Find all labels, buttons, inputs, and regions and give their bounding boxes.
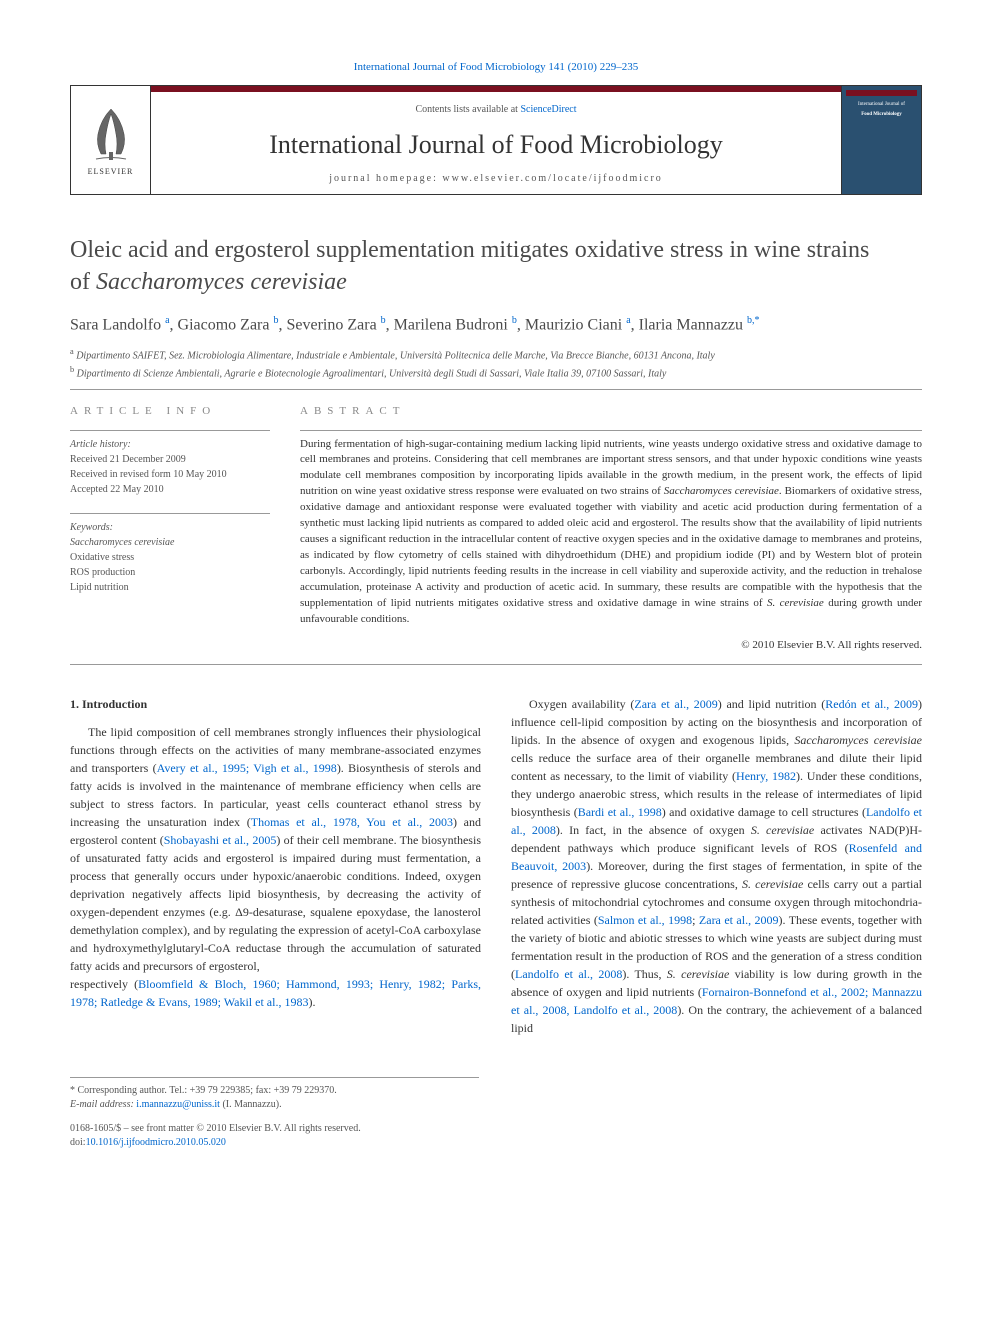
affiliation-a: Dipartimento SAIFET, Sez. Microbiologia … [76, 351, 715, 362]
p3r2[interactable]: Redón et al., 2009 [825, 697, 918, 711]
info-abstract-row: ARTICLE INFO Article history: Received 2… [70, 404, 922, 654]
article-history: Article history: Received 21 December 20… [70, 430, 270, 497]
keyword-2: Oxidative stress [70, 552, 134, 563]
author-3-sup[interactable]: b [381, 315, 386, 326]
p3a: Oxygen availability ( [529, 697, 634, 711]
rule-2 [70, 664, 922, 665]
p3i1: Saccharomyces cerevisiae [794, 733, 922, 747]
elsevier-tree-icon [86, 104, 136, 164]
p3k: ; [692, 913, 699, 927]
journal-header: ELSEVIER Contents lists available at Sci… [70, 85, 922, 195]
journal-citation[interactable]: International Journal of Food Microbiolo… [70, 60, 922, 75]
body-columns: 1. Introduction The lipid composition of… [70, 695, 922, 1037]
affiliation-b: Dipartimento di Scienze Ambientali, Agra… [77, 368, 667, 379]
issn-line: 0168-1605/$ – see front matter © 2010 El… [70, 1123, 361, 1134]
rule-1 [70, 389, 922, 390]
cover-label-2: Food Microbiology [861, 112, 902, 118]
homepage-url[interactable]: www.elsevier.com/locate/ijfoodmicro [442, 173, 662, 184]
author-2: Giacomo Zara [178, 316, 270, 333]
title-line2-prefix: of [70, 269, 96, 295]
copyright: © 2010 Elsevier B.V. All rights reserved… [300, 638, 922, 654]
footnote-email-label: E-mail address: [70, 1099, 136, 1110]
affiliations: a Dipartimento SAIFET, Sez. Microbiologi… [70, 346, 922, 381]
p3i3: S. cerevisiae [742, 877, 803, 891]
p3r3[interactable]: Henry, 1982 [736, 769, 796, 783]
doi-label: doi: [70, 1137, 86, 1148]
p3m: ). Thus, [622, 967, 666, 981]
contents-prefix: Contents lists available at [415, 104, 520, 115]
p1r3[interactable]: Shobayashi et al., 2005 [164, 833, 277, 847]
keywords-label: Keywords: [70, 522, 113, 533]
p3i2: S. cerevisiae [751, 823, 814, 837]
p1r1[interactable]: Avery et al., 1995; Vigh et al., 1998 [157, 761, 337, 775]
p1d: ) of their cell membrane. The biosynthes… [70, 833, 481, 973]
title-line1: Oleic acid and ergosterol supplementatio… [70, 237, 869, 263]
cover-bar [846, 90, 917, 96]
intro-p3: Oxygen availability (Zara et al., 2009) … [511, 695, 922, 1037]
intro-p1: The lipid composition of cell membranes … [70, 723, 481, 975]
p3r7[interactable]: Salmon et al., 1998 [598, 913, 692, 927]
p2a: respectively ( [70, 977, 138, 991]
author-5-sup[interactable]: a [626, 315, 630, 326]
p3f: ) and oxidative damage to cell structure… [662, 805, 866, 819]
footnote-email[interactable]: i.mannazzu@uniss.it [136, 1099, 220, 1110]
author-3: Severino Zara [286, 316, 376, 333]
elsevier-label: ELSEVIER [88, 166, 134, 177]
article-title: Oleic acid and ergosterol supplementatio… [70, 235, 922, 297]
footnote-email-suffix: (I. Mannazzu). [220, 1099, 282, 1110]
author-2-sup[interactable]: b [273, 315, 278, 326]
author-1-sup[interactable]: a [165, 315, 169, 326]
abs-i2: S. cerevisiae [767, 597, 824, 609]
history-label: Article history: [70, 439, 131, 450]
p3r4[interactable]: Bardi et al., 1998 [578, 805, 662, 819]
abstract-block: ABSTRACT During fermentation of high-sug… [300, 404, 922, 654]
sciencedirect-link[interactable]: ScienceDirect [520, 104, 576, 115]
author-6: Ilaria Mannazzu [639, 316, 743, 333]
p3i4: S. cerevisiae [667, 967, 730, 981]
author-4-sup[interactable]: b [512, 315, 517, 326]
keyword-1: Saccharomyces cerevisiae [70, 537, 175, 548]
keywords: Keywords: Saccharomyces cerevisiae Oxida… [70, 513, 270, 595]
p1r2[interactable]: Thomas et al., 1978, You et al., 2003 [251, 815, 453, 829]
cover-label-1: International Journal of [858, 102, 905, 108]
author-5: Maurizio Ciani [525, 316, 622, 333]
intro-heading: 1. Introduction [70, 695, 481, 713]
title-line2-italic: Saccharomyces cerevisiae [96, 269, 347, 295]
intro-p2: respectively (Bloomfield & Bloch, 1960; … [70, 975, 481, 1011]
footnotes: * Corresponding author. Tel.: +39 79 229… [70, 1077, 479, 1112]
article-info-head: ARTICLE INFO [70, 404, 270, 419]
author-4: Marilena Budroni [394, 316, 508, 333]
abstract-head: ABSTRACT [300, 404, 922, 419]
homepage-prefix: journal homepage: [329, 173, 442, 184]
history-received: Received 21 December 2009 [70, 454, 186, 465]
journal-cover-thumb: International Journal of Food Microbiolo… [841, 86, 921, 194]
header-center: Contents lists available at ScienceDirec… [151, 86, 841, 194]
contents-line: Contents lists available at ScienceDirec… [415, 103, 576, 117]
author-6-star[interactable]: * [755, 315, 760, 326]
history-accepted: Accepted 22 May 2010 [70, 484, 164, 495]
elsevier-logo: ELSEVIER [71, 86, 151, 194]
p3b: ) and lipid nutrition ( [718, 697, 825, 711]
abs-i1: Saccharomyces cerevisiae [664, 485, 779, 497]
authors: Sara Landolfo a, Giacomo Zara b, Severin… [70, 314, 922, 337]
p3r1[interactable]: Zara et al., 2009 [634, 697, 717, 711]
journal-title: International Journal of Food Microbiolo… [269, 127, 722, 163]
doi-link[interactable]: 10.1016/j.ijfoodmicro.2010.05.020 [86, 1137, 226, 1148]
header-topbar [151, 86, 841, 92]
author-6-sup[interactable]: b, [747, 315, 755, 326]
abs-p1b: . Biomarkers of oxidative stress, oxidat… [300, 485, 922, 609]
article-info: ARTICLE INFO Article history: Received 2… [70, 404, 270, 654]
p3g: ). In fact, in the absence of oxygen [556, 823, 751, 837]
p3r9[interactable]: Landolfo et al., 2008 [515, 967, 622, 981]
history-revised: Received in revised form 10 May 2010 [70, 469, 227, 480]
journal-homepage: journal homepage: www.elsevier.com/locat… [329, 172, 663, 186]
bottom-meta: 0168-1605/$ – see front matter © 2010 El… [70, 1122, 922, 1150]
author-1: Sara Landolfo [70, 316, 161, 333]
p2b: ). [308, 995, 315, 1009]
p3r8[interactable]: Zara et al., 2009 [699, 913, 779, 927]
keyword-3: ROS production [70, 567, 135, 578]
keyword-4: Lipid nutrition [70, 582, 129, 593]
footnote-corr: Corresponding author. Tel.: +39 79 22938… [75, 1085, 337, 1096]
abstract-text: During fermentation of high-sugar-contai… [300, 430, 922, 654]
